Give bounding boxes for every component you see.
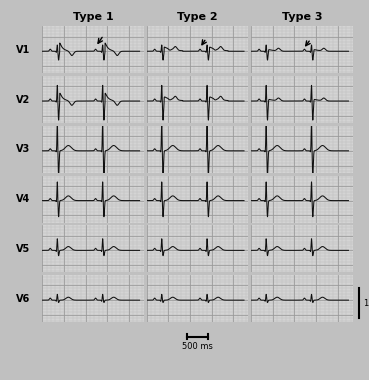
- Text: Type 2: Type 2: [177, 12, 218, 22]
- Text: V4: V4: [16, 194, 30, 204]
- Text: V5: V5: [16, 244, 30, 254]
- Text: V3: V3: [16, 144, 30, 154]
- Text: Type 1: Type 1: [73, 12, 114, 22]
- Text: 1 mV: 1 mV: [364, 299, 369, 308]
- Text: V2: V2: [16, 95, 30, 105]
- Text: V6: V6: [16, 294, 30, 304]
- Text: 500 ms: 500 ms: [182, 342, 213, 351]
- Text: Type 3: Type 3: [282, 12, 322, 22]
- Text: V1: V1: [16, 45, 30, 55]
